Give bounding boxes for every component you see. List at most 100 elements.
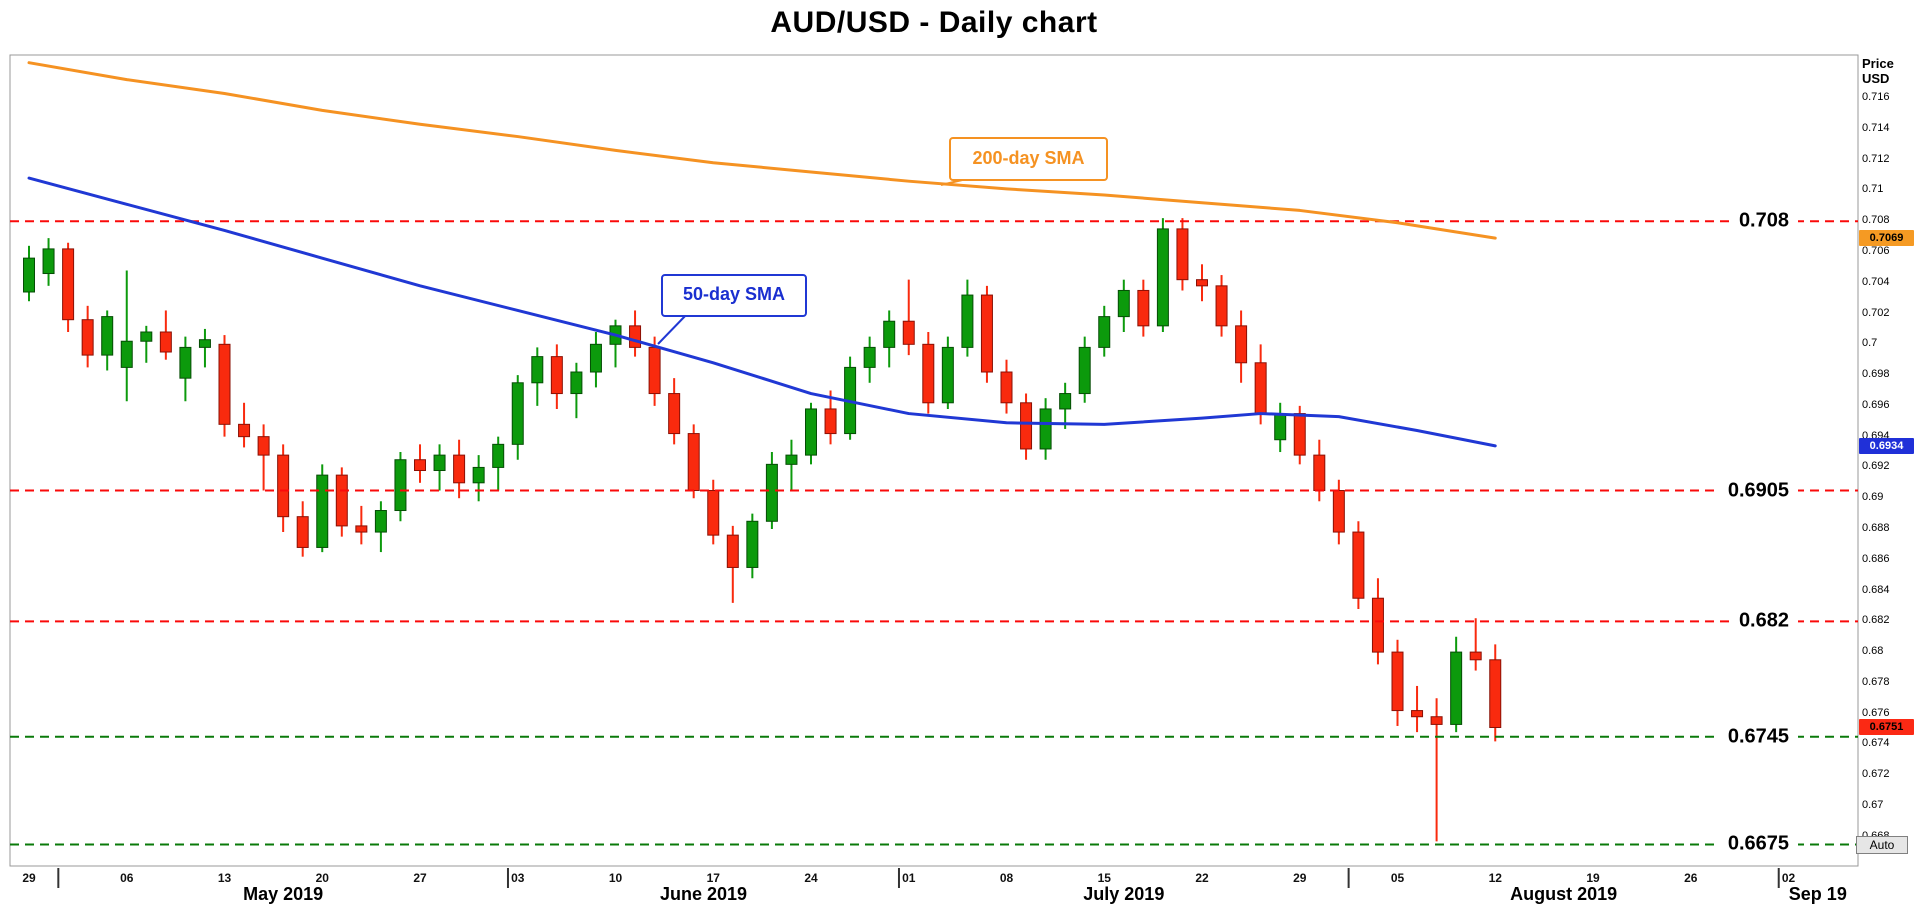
level-label: 0.708 (1729, 209, 1798, 233)
date-tick-label: 29 (1293, 871, 1307, 885)
candle (1020, 402, 1033, 450)
price-tick-label: 0.716 (1862, 91, 1890, 104)
level-label: 0.6675 (1718, 832, 1798, 856)
candle (1078, 346, 1091, 395)
candle (1000, 371, 1013, 404)
candle (1117, 289, 1130, 318)
candle (1371, 597, 1384, 653)
price-tick-label: 0.688 (1862, 521, 1890, 534)
sma50-line[interactable] (27, 176, 1497, 448)
candle (726, 534, 739, 568)
candle (1411, 710, 1424, 718)
price-tick-label: 0.684 (1862, 583, 1890, 596)
date-tick-label: 12 (1488, 871, 1502, 885)
candle (179, 346, 192, 379)
candle (629, 325, 642, 348)
sma200-label: 200-day SMA (972, 148, 1085, 168)
candle (1430, 716, 1443, 725)
month-label: July 2019 (1083, 884, 1165, 904)
date-tick-label: 19 (1586, 871, 1600, 885)
price-axis-header-line1: Price (1862, 56, 1894, 71)
candle (355, 525, 368, 533)
candle (648, 346, 661, 395)
candle (218, 343, 231, 425)
month-label: May 2019 (243, 884, 324, 904)
price-tick-label: 0.686 (1862, 552, 1890, 565)
price-tick-label: 0.676 (1862, 706, 1890, 719)
candle (472, 466, 485, 484)
candle (394, 459, 407, 512)
candle (453, 454, 466, 484)
month-label: June 2019 (659, 884, 747, 904)
candle (1235, 325, 1248, 364)
candle (668, 393, 681, 435)
date-tick-label: 24 (804, 871, 818, 885)
sma200-label-box[interactable]: 200-day SMA (949, 137, 1108, 181)
candle (120, 340, 133, 368)
level-label: 0.6745 (1718, 725, 1798, 749)
price-tick-label: 0.682 (1862, 614, 1890, 627)
candle (1137, 289, 1150, 327)
candle (531, 356, 544, 384)
candle (1059, 393, 1072, 410)
price-tick-label: 0.708 (1862, 214, 1890, 227)
candle (23, 257, 35, 293)
candle (1450, 651, 1463, 725)
price-tick-label: 0.698 (1862, 368, 1890, 381)
date-tick-label: 08 (999, 871, 1014, 885)
price-tick-label: 0.706 (1862, 244, 1890, 257)
candle (961, 294, 974, 348)
candle (1352, 531, 1365, 599)
candle (257, 436, 270, 456)
candle (785, 454, 798, 465)
tag-sma50-value: 0.6934 (1859, 437, 1914, 454)
candle (1039, 408, 1052, 450)
date-tick-label: 05 (1390, 871, 1405, 885)
candle (1215, 285, 1228, 327)
date-tick-label: 03 (511, 871, 525, 885)
candle (883, 320, 896, 348)
level-label: 0.6905 (1718, 479, 1798, 502)
price-tick-label: 0.714 (1862, 121, 1890, 134)
candle (687, 433, 700, 492)
candle (941, 346, 954, 404)
candle (433, 454, 446, 472)
sma50-leader-line (657, 312, 689, 345)
price-tick-label: 0.71 (1862, 183, 1884, 196)
price-tick-label: 0.692 (1862, 460, 1890, 473)
plot-border (9, 54, 1859, 867)
month-label: Sep 19 (1788, 884, 1847, 904)
auto-scale-button[interactable]: Auto (1856, 836, 1908, 854)
candle (296, 516, 309, 548)
candle (159, 331, 172, 353)
sma50-label: 50-day SMA (682, 284, 786, 304)
date-tick-label: 26 (1684, 871, 1698, 885)
candle (1313, 454, 1326, 492)
candle (511, 382, 524, 445)
candle (1332, 490, 1345, 533)
candle (1156, 228, 1169, 327)
candle (374, 510, 387, 533)
date-tick-label: 01 (902, 871, 916, 885)
candle (765, 463, 778, 522)
sma200-line[interactable] (27, 61, 1497, 240)
date-tick-label: 29 (22, 871, 36, 885)
candle (1098, 316, 1111, 348)
candle (140, 331, 153, 342)
date-tick-label: 20 (315, 871, 329, 885)
candle (42, 248, 55, 275)
candle (1176, 228, 1189, 281)
candle (414, 459, 426, 472)
sma50-label-box[interactable]: 50-day SMA (661, 274, 807, 317)
candle (492, 443, 505, 468)
price-tick-label: 0.67 (1862, 798, 1884, 811)
level-label: 0.682 (1729, 609, 1798, 633)
candle (101, 316, 114, 356)
price-tick-label: 0.69 (1862, 491, 1884, 504)
price-tick-label: 0.674 (1862, 737, 1890, 750)
candle (316, 474, 329, 548)
month-label: August 2019 (1510, 884, 1618, 904)
candle (1469, 651, 1482, 661)
